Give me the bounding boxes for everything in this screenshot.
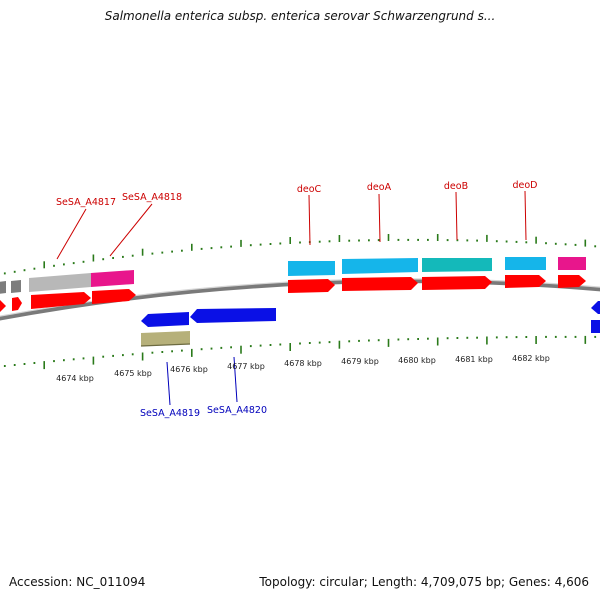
cds-arrow[interactable] [0,300,6,312]
scale-label: 4682 kbp [512,354,550,363]
forward-cds-track [0,275,586,312]
gene-feature-sesa-a4819[interactable] [141,331,190,346]
scale-label: 4674 kbp [56,374,94,383]
scale-label: 4679 kbp [341,357,379,366]
outer-tick-ruler [3,234,597,275]
reverse-leader-lines [166,356,238,406]
cds-arrow[interactable] [591,301,600,314]
scale-label: 4678 kbp [284,359,322,368]
leader-line [166,361,171,406]
scale-label: 4681 kbp [455,355,493,364]
cds-arrow-deoa[interactable] [342,277,418,291]
cds-arrow-deob[interactable] [422,276,492,290]
cds-arrow-sesa-a4817[interactable] [31,292,91,309]
leader-line [524,190,527,241]
leader-line [56,208,87,260]
leader-line [233,356,238,403]
label-sesa-a4819[interactable]: SeSA_A4819 [140,408,200,419]
gene-feature[interactable] [11,280,21,293]
scale-label: 4680 kbp [398,356,436,365]
cds-arrow[interactable] [12,297,22,311]
gene-feature-deoc[interactable] [288,261,335,276]
gene-feature-deob[interactable] [422,258,492,272]
cds-arrow-sesa-a4818[interactable] [92,289,136,304]
cds-arrow-deoc[interactable] [288,279,335,293]
gene-feature[interactable] [0,281,6,294]
label-deob[interactable]: deoB [444,181,468,192]
scale-label: 4677 kbp [227,362,265,371]
accession-text: Accession: NC_011094 [9,575,146,589]
gene-feature-deod[interactable] [505,257,546,270]
cds-arrow-sesa-a4819[interactable] [141,312,189,327]
cds-arrow-sesa-a4820[interactable] [190,308,276,323]
gene-feature-sesa-a4817[interactable] [29,273,91,292]
label-deoa[interactable]: deoA [367,182,392,193]
gene-feature[interactable] [591,320,600,333]
leader-line [109,203,153,257]
leader-line [378,193,381,243]
leader-line [455,191,458,241]
gene-feature-deoa[interactable] [342,258,418,274]
inner-tick-ruler [3,335,597,370]
label-sesa-a4818[interactable]: SeSA_A4818 [122,192,182,203]
gene-feature-sesa-a4818[interactable] [91,270,134,287]
gene-feature[interactable] [558,257,586,270]
leader-line [308,194,311,246]
cds-arrow[interactable] [558,275,586,288]
genome-title: Salmonella enterica subsp. enterica sero… [104,9,496,23]
scale-label: 4676 kbp [170,365,208,374]
reverse-track [140,301,600,347]
label-sesa-a4820[interactable]: SeSA_A4820 [207,405,267,416]
forward-leader-lines [56,190,527,260]
genome-summary-text: Topology: circular; Length: 4,709,075 bp… [259,575,589,589]
scale-label: 4675 kbp [114,369,152,378]
forward-gene-track [0,257,586,294]
label-deoc[interactable]: deoC [297,184,322,195]
label-deod[interactable]: deoD [512,180,537,191]
cds-arrow-deod[interactable] [505,275,546,288]
label-sesa-a4817[interactable]: SeSA_A4817 [56,197,116,208]
